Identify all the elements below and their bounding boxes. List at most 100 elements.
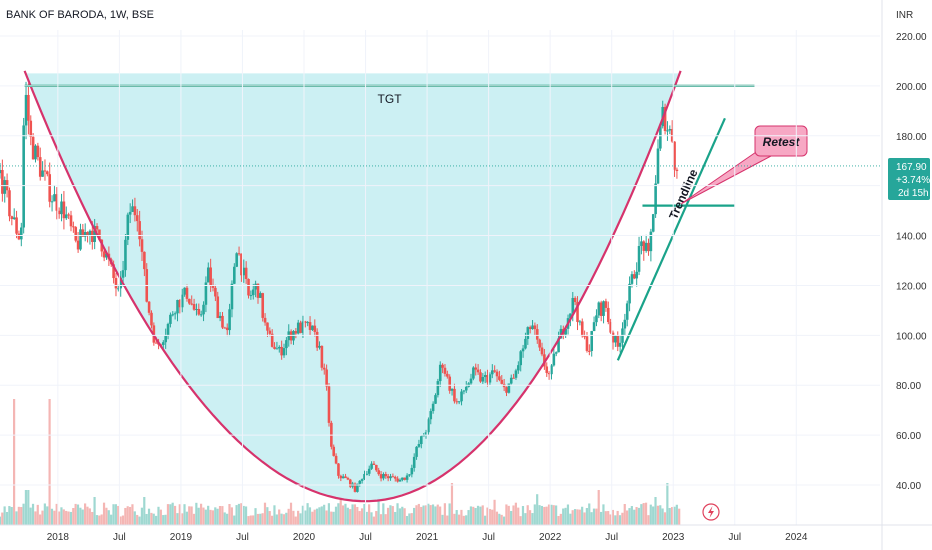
candle-body [218,315,222,319]
volume-bar [341,505,345,525]
volume-bar [427,503,430,525]
volume-bar [65,510,68,525]
candle-body [53,194,56,202]
volume-bar [308,507,312,525]
candle-body [462,390,466,392]
volume-bar [289,502,293,525]
candle-body [223,327,227,329]
x-tick-label: 2021 [416,532,439,543]
candle-body [367,468,371,474]
cup-curve-line[interactable] [23,70,682,503]
volume-bar [436,504,439,525]
candle-body [360,479,364,481]
candle-body [263,317,267,323]
candle-body [98,229,101,240]
candle-body [69,215,73,227]
volume-bar [221,506,224,525]
candle-body [164,335,167,343]
candle-body [654,183,657,215]
candle-body [573,297,577,303]
volume-bar [254,508,257,525]
volume-bar [401,506,404,525]
candle-body [519,351,523,366]
candle-body [48,174,52,202]
candle-body [531,325,534,330]
candle-body [420,436,423,445]
candle-body [117,288,120,290]
candle-body [237,253,241,255]
volume-bar [628,508,631,525]
candle-body [495,371,499,377]
volume-bar [666,483,669,525]
retest-callout[interactable] [754,125,808,157]
candle-body [637,246,641,272]
candle-body [460,391,463,402]
candle-body [552,353,556,366]
volume-bar [0,516,1,525]
volume-bar [377,497,380,525]
volume-bar [588,503,591,525]
candle-body [306,322,309,324]
candle-body [633,274,636,279]
volume-bar [479,506,482,525]
volume-bar [472,506,475,525]
candle-body [202,304,205,315]
candle-body [642,241,646,251]
volume-bar [29,507,32,525]
candle-body [247,278,250,296]
volume-bar [502,516,506,525]
candle-body [427,419,430,433]
lightning-icon[interactable] [702,503,720,521]
volume-bar [349,509,352,525]
volume-bar [199,503,203,525]
candle-body [327,386,331,423]
candle-body [521,348,525,352]
y-axis[interactable]: 220.00200.00180.00160.00140.00120.00100.… [0,30,927,525]
candle-body [79,229,82,250]
candle-body [88,230,92,236]
volume-bar [365,511,368,525]
volume-bar [218,505,222,525]
candle-body [275,348,279,350]
candle-body [398,479,402,482]
volume-bar [413,507,416,525]
candle-body [294,331,298,334]
y-tick-label: 120.00 [896,281,927,292]
volume-bar [176,513,179,525]
candle-body [545,366,549,373]
volume-bar [252,515,255,525]
volume-bar [178,504,181,525]
volume-bar [138,516,141,525]
volume-bar [616,510,619,525]
volume-bar [204,509,207,525]
volume-bar [486,507,489,525]
volume-bar [474,508,477,525]
volume-bar [599,511,603,525]
volume-bar [469,506,473,525]
volume-bar [117,505,120,525]
candle-body [225,327,229,331]
volume-bar [637,507,641,525]
candle-body [630,274,634,284]
candle-body [533,325,537,330]
candle-body [74,227,78,241]
retest-label: Retest [763,135,801,149]
trendline[interactable] [616,117,726,361]
volume-bar [240,503,243,525]
volume-bar [69,511,73,525]
volume-bar [630,506,633,525]
candle-body [332,446,336,456]
volume-bar [592,508,596,525]
candle-body [498,376,501,380]
volume-bar [185,511,188,525]
volume-bar [145,513,148,525]
candle-body [102,251,106,258]
volume-bar [50,508,54,525]
volume-bar [169,504,172,525]
candle-body [505,387,508,393]
volume-bar [420,506,423,525]
candle-body [514,370,518,378]
